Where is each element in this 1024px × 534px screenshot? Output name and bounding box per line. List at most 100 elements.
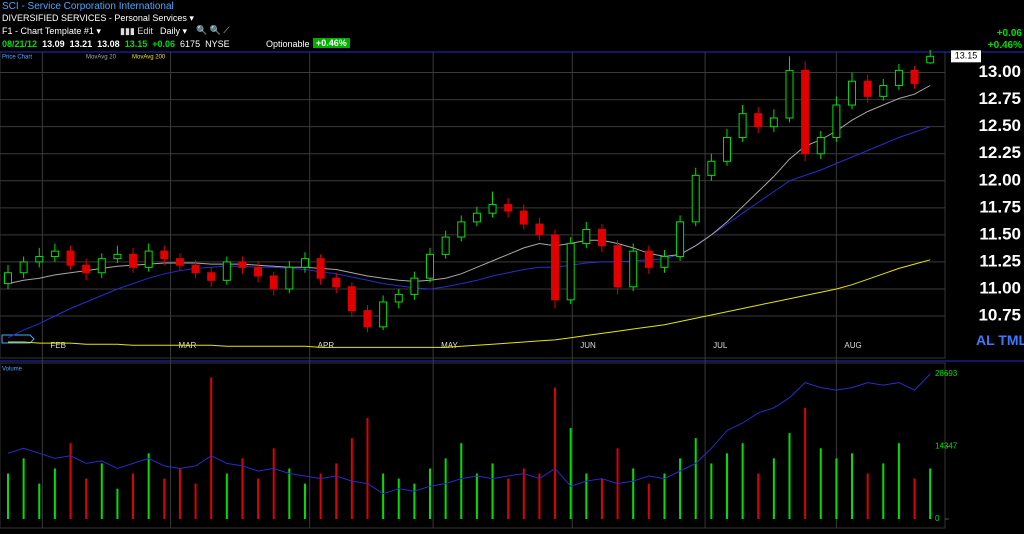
template[interactable]: F1 - Chart Template #1 ▾: [2, 26, 101, 36]
volume-bar: [679, 458, 682, 519]
volume-bar: [632, 468, 635, 519]
volume-bar: [147, 453, 150, 519]
y-tick-label: 11.75: [979, 197, 1021, 216]
volume-bar: [335, 463, 338, 519]
volume-bar: [585, 473, 588, 519]
quote-bar: 08/21/12 13.09 13.21 13.08 13.15 +0.06 6…: [2, 39, 230, 49]
volume-bar: [132, 473, 135, 519]
candle-body: [894, 69, 903, 87]
volume-bar: [554, 387, 557, 519]
volume-bar: [600, 478, 603, 519]
volume-bar: [303, 483, 306, 519]
candle-body: [691, 174, 700, 223]
candle-body: [457, 221, 466, 238]
moving-average: [7, 126, 931, 339]
edit-button[interactable]: ▮▮▮ Edit: [120, 26, 153, 36]
candle-body: [160, 250, 169, 260]
candle-body: [129, 253, 138, 268]
industry-text[interactable]: DIVERSIFIED SERVICES - Personal Services: [2, 13, 187, 23]
volume-bar: [819, 448, 822, 519]
right-change: +0.06: [996, 28, 1022, 39]
legend-entry: MovAvg 20: [86, 55, 117, 61]
candle-body: [582, 228, 591, 245]
candle-body: [379, 301, 388, 328]
volume-bar: [741, 443, 744, 519]
candle-body: [316, 258, 325, 279]
industry[interactable]: DIVERSIFIED SERVICES - Personal Services…: [2, 13, 194, 23]
quote-low: 13.08: [97, 39, 120, 49]
candle-body: [300, 258, 309, 268]
volume-bar: [382, 473, 385, 519]
candle-body: [660, 256, 669, 268]
volume-bar: [475, 473, 478, 519]
candle-body: [519, 210, 528, 225]
volume-bar: [913, 478, 916, 519]
y-tick-label: 11.25: [979, 251, 1021, 270]
volume-average: [7, 373, 931, 495]
volume-bar: [694, 438, 697, 519]
quote-open: 13.09: [42, 39, 65, 49]
candle-body: [97, 258, 106, 274]
candle-body: [238, 261, 247, 268]
volume-bar: [194, 483, 197, 519]
y-tick-label: 10.75: [978, 306, 1021, 325]
edit-text[interactable]: Edit: [137, 26, 153, 36]
volume-bar: [788, 433, 791, 519]
zoom-tools[interactable]: 🔍 🔍 ⟋: [196, 25, 230, 35]
candle-body: [816, 136, 825, 155]
candle-body: [222, 261, 231, 281]
tool-label[interactable]: AL TML: [976, 332, 1024, 348]
candle-body: [363, 310, 372, 328]
candle-body: [488, 204, 497, 214]
candle-body: [207, 272, 216, 281]
period[interactable]: Daily ▾: [160, 26, 188, 36]
change-pct-badge: +0.46%: [313, 38, 350, 48]
volume-bar: [85, 478, 88, 519]
candle-body: [504, 204, 513, 212]
candle-body: [394, 293, 403, 303]
candle-body: [441, 236, 450, 255]
volume-bar: [7, 473, 9, 519]
moving-average: [8, 259, 931, 348]
y-tick-label: 12.00: [978, 170, 1021, 189]
volume-bar: [897, 443, 900, 519]
candle-body: [926, 55, 935, 64]
candle-body: [832, 104, 841, 138]
y-tick-label: 12.25: [978, 143, 1021, 162]
volume-bar: [397, 478, 400, 519]
y-tick-label: 14347: [935, 442, 958, 451]
candle-body: [769, 117, 778, 128]
candle-body: [629, 250, 638, 288]
candle-body: [879, 85, 888, 97]
volume-bar: [210, 377, 213, 519]
period-text[interactable]: Daily: [160, 26, 181, 36]
right-change-pct: +0.46%: [987, 40, 1022, 51]
volume-bar: [757, 473, 760, 519]
candle-body: [113, 253, 122, 260]
volume-bar: [257, 478, 260, 519]
quote-exchange: NYSE: [205, 39, 230, 49]
scroll-marker[interactable]: [1, 334, 35, 344]
template-text[interactable]: F1 - Chart Template #1: [2, 26, 94, 36]
volume-bar: [835, 458, 838, 519]
candle-body: [254, 266, 263, 277]
volume-bar: [882, 463, 885, 519]
symbol-line[interactable]: SCI - Service Corporation International: [2, 1, 174, 12]
candle-body: [285, 266, 294, 290]
volume-bar: [507, 478, 510, 519]
candle-body: [19, 261, 28, 274]
legend-entry: MovAvg 200: [132, 55, 166, 61]
volume-bar: [569, 428, 572, 519]
volume-bar: [163, 478, 166, 519]
y-tick-label: 12.50: [978, 116, 1021, 135]
quote-date: 08/21/12: [2, 39, 38, 49]
volume-bar: [929, 468, 932, 519]
volume-bar: [538, 473, 541, 519]
x-tick-label: APR: [318, 341, 335, 350]
volume-bar: [241, 458, 244, 519]
candle-body: [613, 245, 622, 288]
candle-body: [754, 113, 763, 128]
candle-body: [676, 221, 685, 258]
volume-bar: [178, 468, 181, 519]
